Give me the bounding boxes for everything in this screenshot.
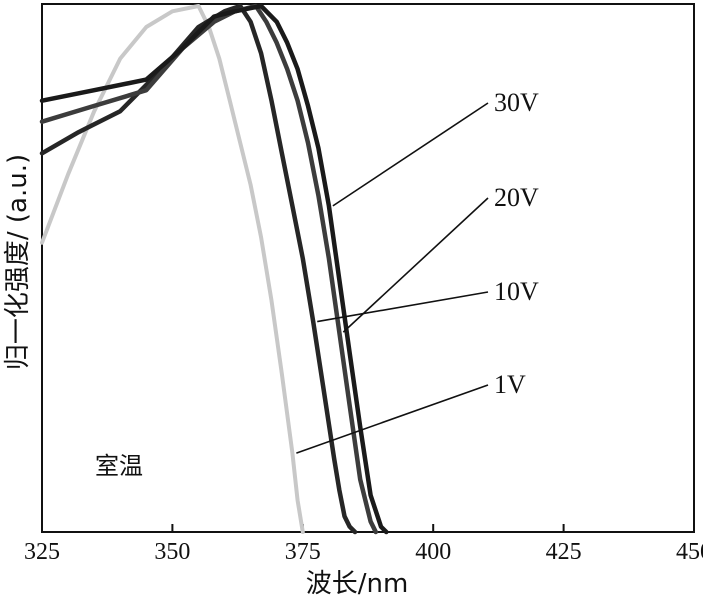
series-label-20v: 20V <box>494 183 539 212</box>
x-tick-label: 400 <box>415 539 451 565</box>
series-label-30v: 30V <box>494 88 539 117</box>
series-label-1v: 1V <box>494 370 526 399</box>
x-tick-label: 450 <box>676 539 703 565</box>
x-axis-title: 波长/nm <box>306 569 409 599</box>
x-tick-label: 425 <box>546 539 582 565</box>
series-line-20v <box>39 3 379 535</box>
series-line-10v <box>39 3 358 535</box>
series-lines <box>39 3 389 535</box>
series-labels: 30V 20V 10V 1V <box>494 88 539 399</box>
x-axis: 325 350 375 400 425 450 <box>24 524 703 565</box>
room-temperature-note: 室温 <box>95 452 143 480</box>
y-axis-title: 归一化强度/ (a.u.) <box>3 154 33 370</box>
series-label-10v: 10V <box>494 277 539 306</box>
leader-line-10v <box>317 291 489 323</box>
x-tick-label: 325 <box>24 539 60 565</box>
leader-line-30v <box>332 102 489 207</box>
series-leader-lines <box>296 102 489 454</box>
series-line-1v <box>40 4 305 534</box>
x-tick-label: 350 <box>154 539 190 565</box>
leader-line-1v <box>296 384 489 454</box>
plot-frame <box>41 3 695 533</box>
series-line-30v <box>39 3 389 535</box>
x-tick-label: 375 <box>285 539 321 565</box>
leader-line-20v <box>342 197 489 333</box>
